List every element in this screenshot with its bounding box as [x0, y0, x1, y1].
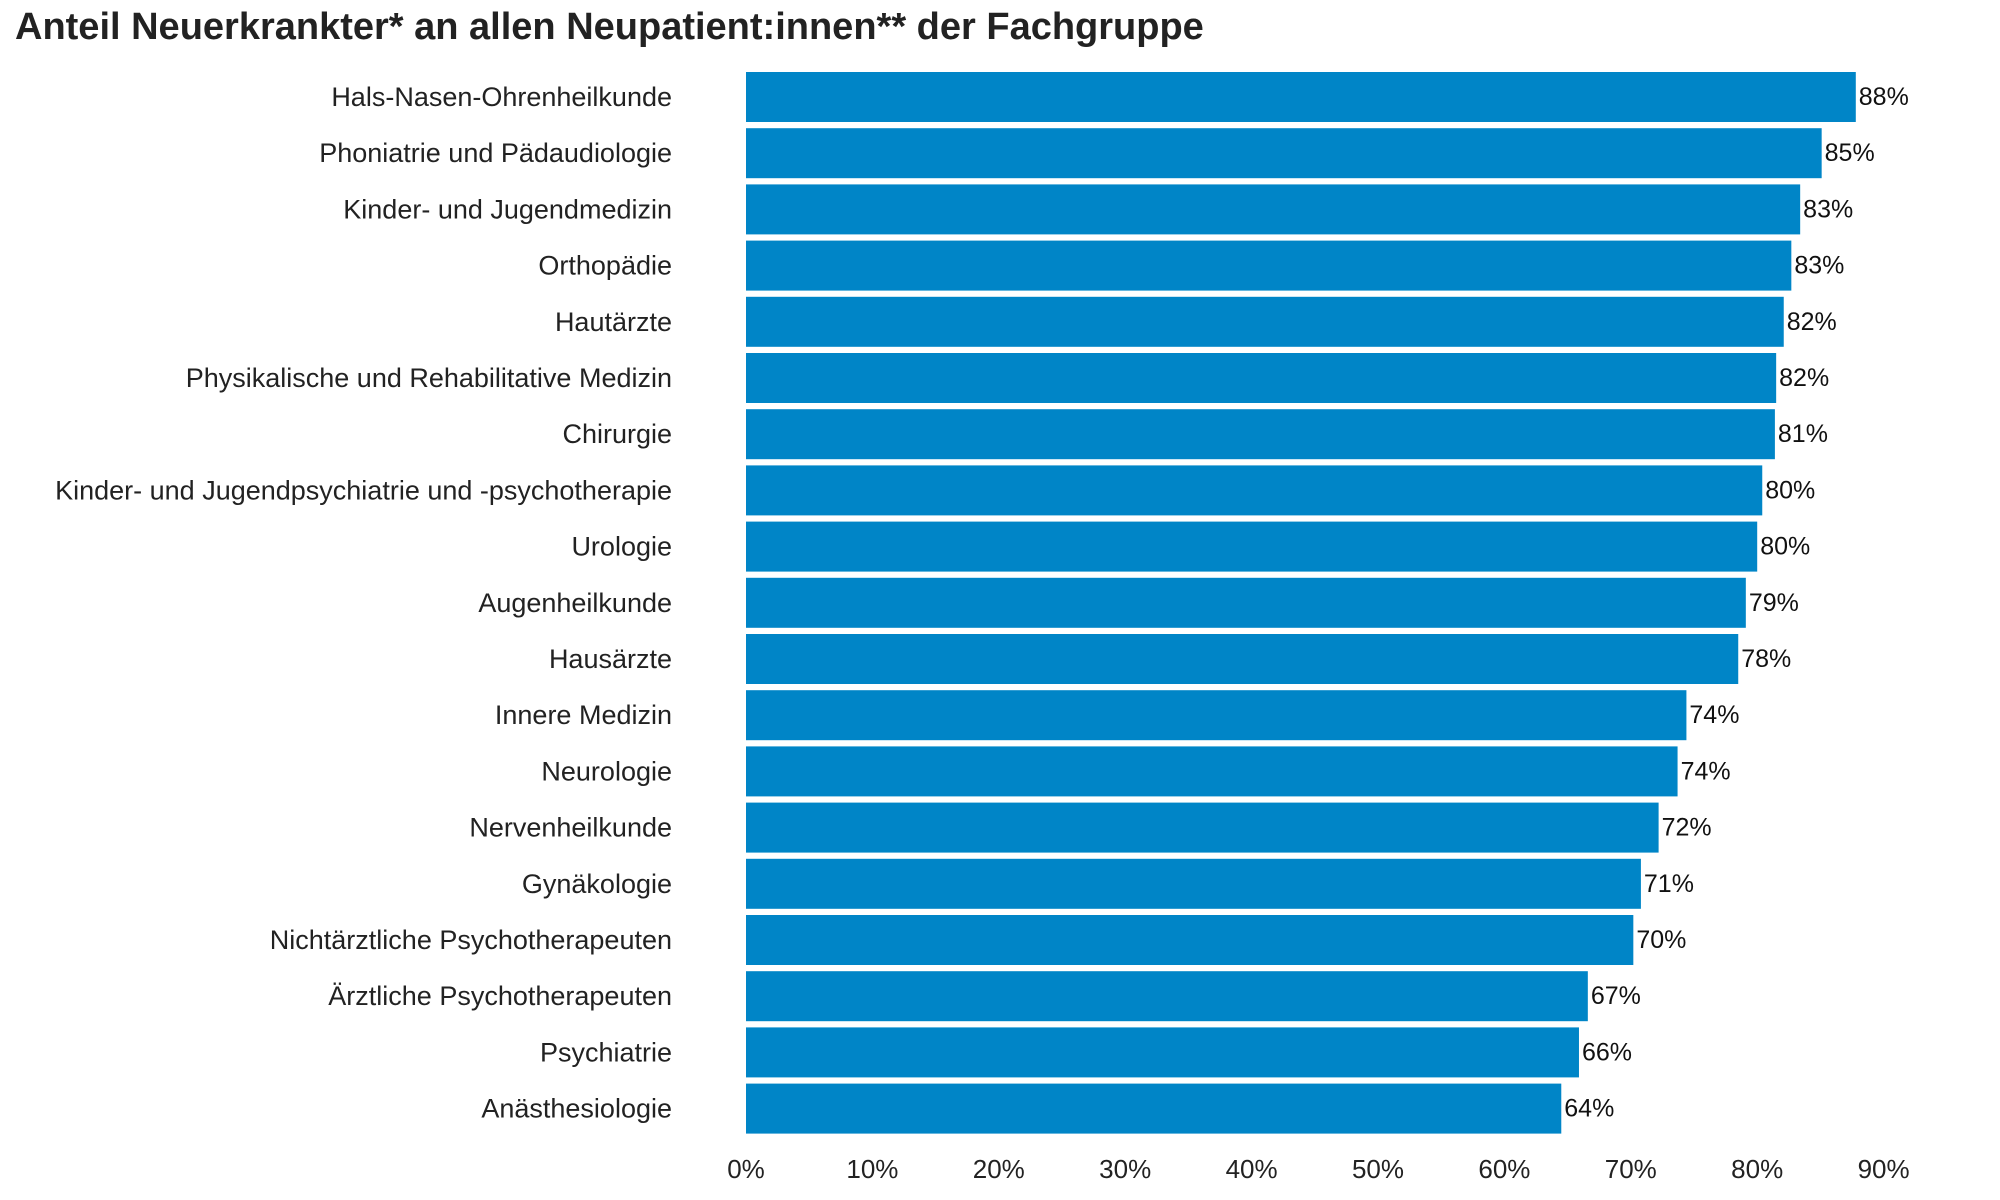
data-label: 80% [1760, 533, 1810, 561]
category-label: Orthopädie [538, 251, 672, 281]
x-tick-label: 40% [1226, 1154, 1278, 1184]
category-label: Anästhesiologie [481, 1094, 672, 1124]
category-label: Ärztliche Psychotherapeuten [328, 981, 672, 1011]
bar [746, 746, 1678, 797]
bar [746, 1027, 1579, 1078]
category-label: Kinder- und Jugendmedizin [343, 194, 672, 224]
category-label: Nervenheilkunde [469, 813, 672, 843]
bar [746, 802, 1659, 853]
category-label: Phoniatrie und Pädaudiologie [319, 138, 672, 168]
bar [746, 971, 1588, 1022]
data-label: 85% [1825, 139, 1875, 167]
category-labels: Hals-Nasen-Ohrenheilkunde Phoniatrie und … [55, 82, 672, 1124]
data-label: 67% [1591, 982, 1641, 1010]
x-tick-label: 70% [1605, 1154, 1657, 1184]
bar [746, 409, 1775, 460]
value-labels: 88%85%83%83%82%82%81%80%80%79%78%74%74%7… [1564, 83, 1909, 1123]
category-label: Psychiatrie [540, 1037, 672, 1067]
data-label: 66% [1582, 1038, 1632, 1066]
bar [746, 72, 1856, 122]
data-label: 82% [1787, 308, 1837, 336]
category-label: Physikalische und Rehabilitative Medizin [186, 363, 672, 393]
bar [746, 465, 1763, 516]
bar [746, 858, 1641, 909]
bar [746, 690, 1687, 741]
category-label: Chirurgie [562, 419, 672, 449]
category-label: Innere Medizin [495, 700, 672, 730]
data-label: 64% [1564, 1095, 1614, 1123]
category-label: Nichtärztliche Psychotherapeuten [270, 925, 672, 955]
data-label: 78% [1741, 645, 1791, 673]
x-tick-label: 30% [1099, 1154, 1151, 1184]
x-tick-label: 0% [727, 1154, 765, 1184]
x-tick-label: 60% [1478, 1154, 1530, 1184]
data-label: 81% [1778, 420, 1828, 448]
category-label: Augenheilkunde [478, 588, 672, 618]
bar [746, 577, 1746, 628]
data-label: 83% [1794, 252, 1844, 280]
data-label: 74% [1689, 701, 1739, 729]
bar [746, 128, 1822, 179]
data-label: 79% [1749, 589, 1799, 617]
x-tick-label: 10% [846, 1154, 898, 1184]
category-label: Neurologie [541, 756, 672, 786]
chart-title: Anteil Neuerkrankter* an allen Neupatien… [15, 6, 1204, 48]
bar [746, 521, 1758, 572]
data-label: 72% [1662, 814, 1712, 842]
data-label: 71% [1644, 870, 1694, 898]
category-label: Hautärzte [555, 307, 672, 337]
bar [746, 353, 1777, 403]
data-label: 80% [1765, 476, 1815, 504]
data-label: 88% [1859, 83, 1909, 111]
bars-group [746, 72, 1856, 1134]
category-label: Urologie [571, 532, 672, 562]
data-label: 83% [1803, 195, 1853, 223]
data-label: 74% [1681, 757, 1731, 785]
x-tick-label: 90% [1858, 1154, 1910, 1184]
bar [746, 1083, 1562, 1134]
category-label: Gynäkologie [522, 869, 672, 899]
bar [746, 634, 1739, 684]
category-label: Kinder- und Jugendpsychiatrie und -psych… [55, 475, 672, 505]
bar [746, 915, 1634, 965]
bar [746, 184, 1801, 235]
category-label: Hals-Nasen-Ohrenheilkunde [331, 82, 672, 112]
data-label: 82% [1779, 364, 1829, 392]
data-label: 70% [1636, 926, 1686, 954]
x-tick-label: 50% [1352, 1154, 1404, 1184]
bar [746, 296, 1784, 347]
category-label: Hausärzte [549, 644, 672, 674]
x-tick-label: 80% [1731, 1154, 1783, 1184]
x-tick-label: 20% [973, 1154, 1025, 1184]
x-axis-ticks: 0% 10% 20% 30% 40% 50% 60% 70% 80% 90% [727, 1154, 1909, 1184]
bar [746, 240, 1792, 291]
